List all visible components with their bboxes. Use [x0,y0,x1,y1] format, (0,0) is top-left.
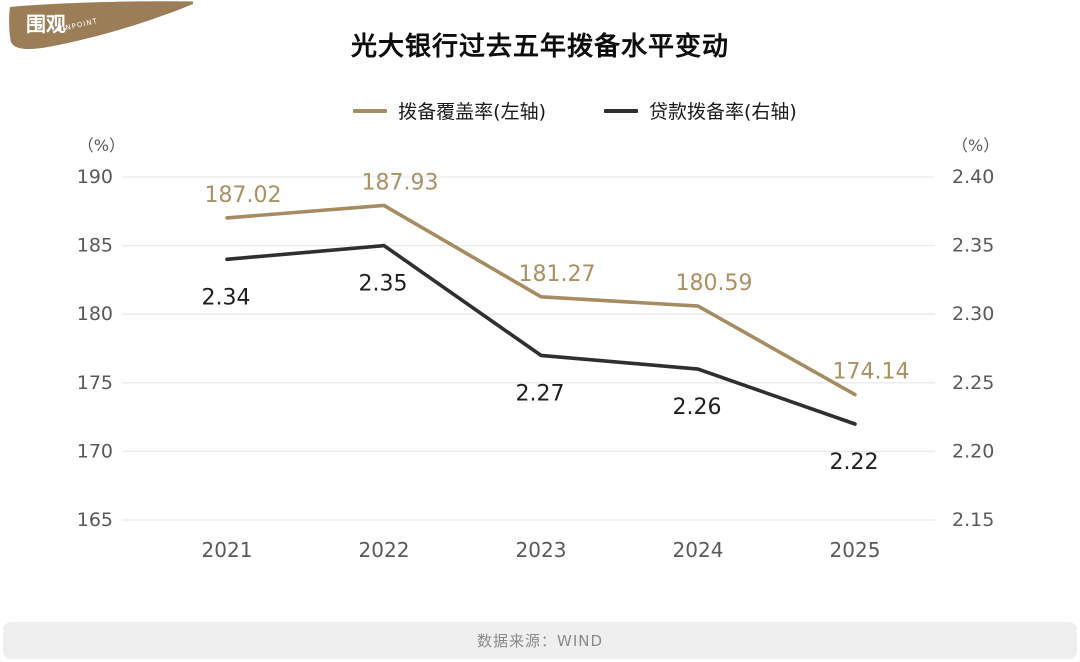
series-line-0 [225,203,857,397]
y-axis-tick-right: 2.15 [952,509,994,531]
x-axis-label: 2024 [673,538,724,562]
page-title: 光大银行过去五年拨备水平变动 [350,32,729,62]
y-axis-tick-right: 2.30 [952,303,994,325]
x-axis-label: 2025 [830,538,881,562]
y-axis-tick-right: 2.35 [952,235,994,257]
legend-swatch-loan-provision-ratio [604,108,638,113]
y-axis-tick-left: 185 [77,235,113,257]
y-axis-tick-left: 165 [77,509,113,531]
y-axis-tick-right: 2.25 [952,372,994,394]
footer-source-bar: 数据来源：WIND [3,622,1077,659]
data-point-label: 2.22 [830,450,879,475]
y-axis-tick-right: 2.20 [952,440,994,462]
x-axis-label: 2022 [359,538,410,562]
logo-pennant-shape [9,1,193,49]
chart-legend: 拨备覆盖率(左轴) 贷款拨备率(右轴) [35,97,1080,124]
legend-swatch-coverage-ratio [353,108,388,113]
data-point-label: 187.02 [205,183,282,208]
legend-label: 拨备覆盖率(左轴) [398,101,546,123]
data-point-label: 2.35 [359,272,408,297]
data-point-label: 187.93 [362,170,439,195]
y-axis-tick-left: 190 [77,166,113,188]
y-axis-tick-left: 170 [77,440,113,462]
logo-dot [57,28,61,32]
data-point-label: 2.34 [202,285,251,310]
y-axis-tick-right: 2.40 [952,166,994,188]
data-point-label: 2.27 [516,381,565,406]
legend-item-loan-provision-ratio: 贷款拨备率(右轴) [604,97,797,124]
data-point-label: 181.27 [519,262,596,287]
inpoint-logo: 围观 INPOINT [9,1,193,49]
x-axis-label: 2021 [202,538,253,562]
x-axis-label: 2023 [516,538,567,562]
legend-item-coverage-ratio: 拨备覆盖率(左轴) [353,97,546,124]
y-axis-tick-left: 180 [77,303,113,325]
y-axis-unit-right: （%） [952,136,999,155]
data-point-label: 2.26 [673,395,722,420]
data-source-label: 数据来源：WIND [476,632,604,650]
y-axis-tick-left: 175 [77,372,113,394]
data-point-label: 180.59 [676,271,753,296]
data-point-label: 174.14 [833,360,910,385]
logo-text: 围观 [26,12,66,36]
y-axis-unit-left: （%） [78,136,125,155]
series-line-1 [225,243,857,426]
legend-label: 贷款拨备率(右轴) [649,101,797,123]
